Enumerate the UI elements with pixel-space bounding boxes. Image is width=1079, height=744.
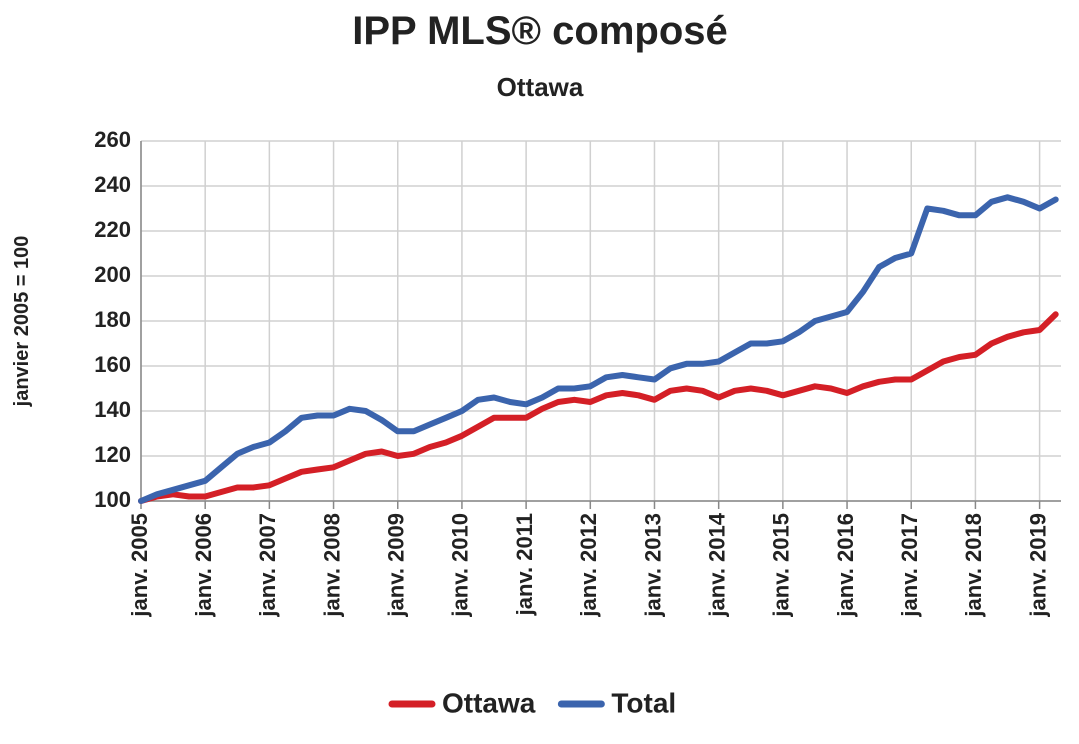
- x-tick-label: janv. 2016: [833, 513, 858, 618]
- x-tick-label: janv. 2008: [319, 513, 344, 618]
- x-tick-label: janv. 2006: [191, 513, 216, 618]
- x-tick-label: janv. 2015: [769, 513, 794, 618]
- x-tick-label: janv. 2019: [1025, 513, 1050, 618]
- y-tick-label: 180: [94, 307, 131, 332]
- x-tick-label: janv. 2014: [704, 512, 729, 617]
- x-tick-label: janv. 2012: [576, 513, 601, 618]
- x-tick-label: janv. 2013: [640, 513, 665, 618]
- x-tick-label: janv. 2007: [255, 513, 280, 618]
- y-tick-label: 200: [94, 262, 131, 287]
- x-tick-label: janv. 2005: [127, 513, 152, 618]
- chart-title: IPP MLS® composé: [352, 9, 728, 53]
- series-line: [138, 311, 1059, 504]
- x-tick-label: janv. 2011: [512, 513, 537, 616]
- y-tick-label: 220: [94, 217, 131, 242]
- x-tick-label: janv. 2009: [384, 513, 409, 618]
- legend-label: Ottawa: [442, 687, 536, 718]
- y-tick-label: 100: [94, 487, 131, 512]
- series-line: [138, 194, 1059, 504]
- legend-label: Total: [611, 687, 676, 718]
- y-axis-label: janvier 2005 = 100: [11, 236, 33, 408]
- y-tick-label: 260: [94, 127, 131, 152]
- x-tick-label: janv. 2018: [961, 513, 986, 618]
- x-tick-label: janv. 2017: [897, 513, 922, 618]
- y-tick-label: 160: [94, 352, 131, 377]
- chart-subtitle: Ottawa: [497, 72, 584, 102]
- y-tick-label: 240: [94, 172, 131, 197]
- y-tick-label: 140: [94, 397, 131, 422]
- x-tick-label: janv. 2010: [448, 513, 473, 618]
- y-tick-label: 120: [94, 442, 131, 467]
